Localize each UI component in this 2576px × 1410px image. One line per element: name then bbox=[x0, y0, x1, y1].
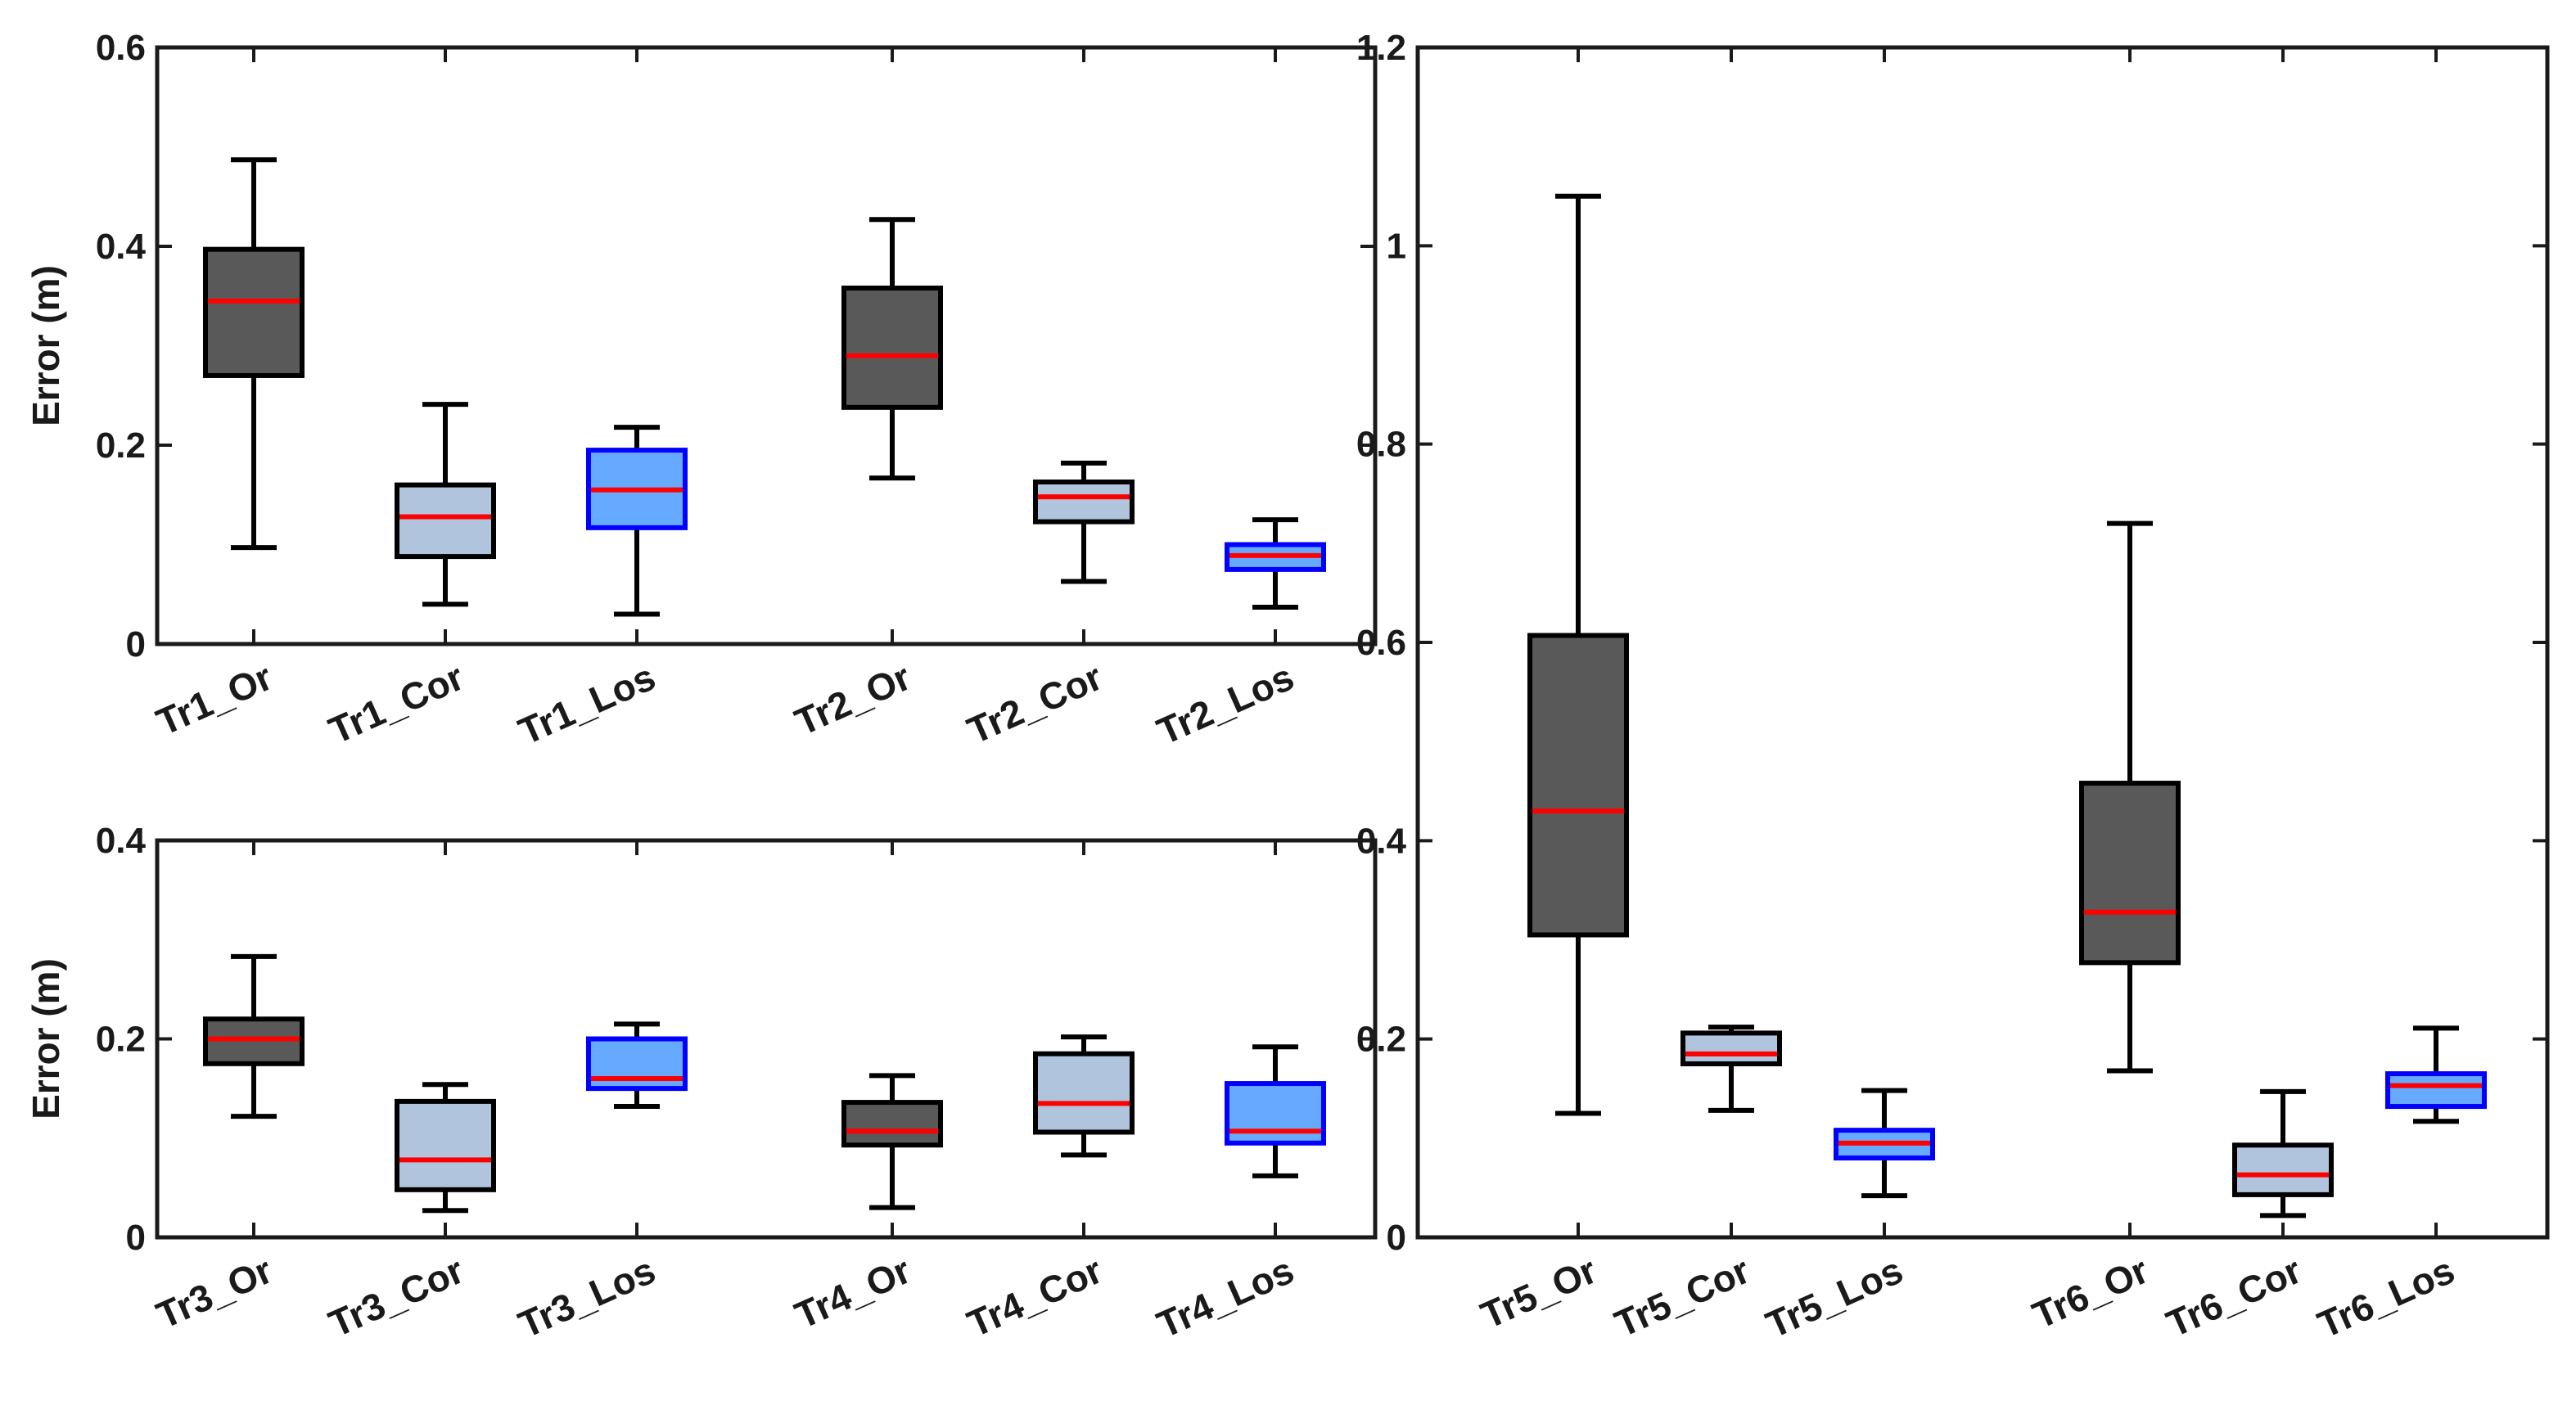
box-Tr3_Or bbox=[203, 953, 305, 1119]
y-tick-label: 0.2 bbox=[96, 1020, 146, 1060]
y-tick-label: 0.4 bbox=[96, 227, 147, 267]
y-tick-label: 0.8 bbox=[1356, 425, 1406, 465]
x-category-label: Tr4_Los bbox=[1151, 1249, 1300, 1346]
box-Tr1_Or bbox=[203, 157, 305, 551]
iqr-box bbox=[1680, 1030, 1782, 1066]
iqr-box bbox=[203, 1016, 305, 1066]
box-Tr6_Los bbox=[2385, 1025, 2487, 1124]
box-Tr2_Or bbox=[841, 217, 943, 481]
y-tick-label: 0 bbox=[126, 1218, 146, 1258]
x-category-label: Tr5_Los bbox=[1760, 1249, 1909, 1346]
box-Tr3_Los bbox=[586, 1021, 688, 1109]
y-tick-label: 1 bbox=[1387, 226, 1406, 266]
x-category-label: Tr3_Los bbox=[512, 1249, 661, 1346]
iqr-box bbox=[1033, 1051, 1135, 1135]
x-category-label: Tr2_Cor bbox=[961, 655, 1108, 752]
y-tick-label: 0.2 bbox=[96, 426, 146, 466]
iqr-box bbox=[2079, 781, 2181, 966]
iqr-box bbox=[1225, 1081, 1326, 1146]
box-Tr5_Cor bbox=[1680, 1025, 1782, 1113]
y-tick-label: 0 bbox=[126, 624, 146, 664]
iqr-box bbox=[2385, 1071, 2487, 1110]
y-tick-label: 0.2 bbox=[1356, 1020, 1406, 1060]
x-category-label: Tr5_Cor bbox=[1608, 1249, 1756, 1345]
iqr-box bbox=[841, 1100, 943, 1148]
box-Tr4_Cor bbox=[1033, 1034, 1135, 1158]
y-tick-label: 0 bbox=[1387, 1218, 1406, 1258]
boxplot-right: 0 0.2 0.4 0.6 0.8 1 1.2 Tr5_Or Tr5_Cor Tr5_Los Tr6… bbox=[1356, 28, 2550, 1346]
x-category-label: Tr6_Cor bbox=[2160, 1249, 2308, 1345]
box-Tr2_Cor bbox=[1033, 460, 1135, 584]
axes-frame bbox=[155, 45, 1378, 646]
box-Tr4_Los bbox=[1225, 1044, 1326, 1178]
box-Tr1_Los bbox=[586, 425, 688, 617]
y-axis-title: Error (m) bbox=[25, 958, 67, 1119]
box-Tr6_Cor bbox=[2232, 1088, 2334, 1219]
boxplot-top-left: 0 0.2 0.4 0.6 Error (m) Tr1_Or Tr1_Cor Tr1_Los T… bbox=[25, 28, 1378, 753]
x-category-label: Tr5_Or bbox=[1474, 1249, 1603, 1337]
box-Tr5_Los bbox=[1834, 1088, 1935, 1199]
x-category-label: Tr3_Or bbox=[150, 1249, 278, 1337]
boxplot-bottom-left: 0 0.2 0.4 Error (m) Tr3_Or Tr3_Cor Tr3_Los Tr4_… bbox=[25, 821, 1378, 1346]
y-tick-label: 0.6 bbox=[1356, 623, 1406, 663]
x-category-label: Tr4_Cor bbox=[961, 1249, 1108, 1345]
box-Tr6_Or bbox=[2079, 520, 2181, 1074]
x-category-label: Tr6_Or bbox=[2026, 1249, 2154, 1337]
box-Tr2_Los bbox=[1225, 517, 1326, 610]
iqr-box bbox=[2232, 1142, 2334, 1197]
x-category-label: Tr2_Or bbox=[788, 655, 917, 744]
x-category-label: Tr1_Cor bbox=[323, 655, 470, 752]
iqr-box bbox=[1033, 479, 1135, 525]
box-Tr4_Or bbox=[841, 1073, 943, 1210]
iqr-box bbox=[395, 1098, 496, 1192]
iqr-box bbox=[586, 1036, 688, 1092]
y-tick-label: 0.6 bbox=[96, 28, 146, 68]
box-Tr1_Cor bbox=[395, 402, 496, 607]
y-tick-label: 1.2 bbox=[1356, 28, 1406, 68]
iqr-box bbox=[841, 286, 943, 410]
x-category-label: Tr6_Los bbox=[2312, 1249, 2461, 1346]
iqr-box bbox=[395, 482, 496, 560]
axes-frame bbox=[155, 838, 1378, 1240]
x-category-label: Tr3_Cor bbox=[323, 1249, 470, 1345]
x-category-label: Tr2_Los bbox=[1151, 655, 1300, 753]
y-tick-label: 0.4 bbox=[1356, 821, 1407, 861]
y-tick-label: 0.4 bbox=[96, 821, 147, 861]
x-category-label: Tr1_Los bbox=[512, 655, 661, 753]
box-Tr5_Or bbox=[1527, 193, 1629, 1116]
x-category-label: Tr1_Or bbox=[150, 655, 278, 744]
x-category-label: Tr4_Or bbox=[788, 1249, 917, 1337]
iqr-box bbox=[203, 246, 305, 378]
box-Tr3_Cor bbox=[395, 1082, 496, 1214]
y-axis-title: Error (m) bbox=[25, 265, 67, 426]
iqr-box bbox=[1527, 633, 1629, 938]
